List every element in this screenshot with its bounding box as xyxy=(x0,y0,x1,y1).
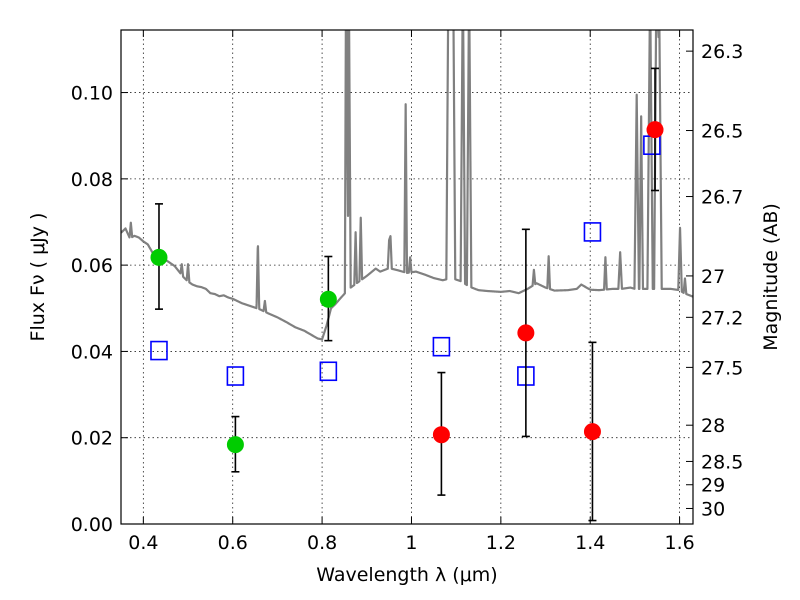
x-tick-label: 0.4 xyxy=(128,532,158,554)
y-tick-label: 0.02 xyxy=(71,428,113,450)
x-axis-title: Wavelength λ (μm) xyxy=(316,564,497,586)
magnitude-tick-label: 29 xyxy=(701,475,725,497)
y-tick-label: 0.06 xyxy=(71,255,113,277)
model-photometry-square xyxy=(226,366,245,386)
y-axis-title: Flux Fν ( μJy ) xyxy=(27,213,49,342)
magnitude-tick-label: 26.7 xyxy=(701,187,743,209)
plot-frame xyxy=(120,29,694,525)
plot-area xyxy=(121,30,693,522)
magnitude-tick-label: 27 xyxy=(701,266,725,288)
y-tick-label: 0.00 xyxy=(71,514,113,536)
magnitude-tick-label: 27.5 xyxy=(701,357,743,379)
right-y-axis-title: Magnitude (AB) xyxy=(760,203,782,351)
axes: 0.4 0.6 0.8 1 1.2 1.4 1.6 0.00 0.02 0.04 0.06 0.08 0… xyxy=(71,30,743,554)
y-tick-label: 0.10 xyxy=(71,83,113,105)
observed-photometry-point xyxy=(226,436,244,454)
model-photometry-square xyxy=(150,340,168,361)
observed-photometry-point xyxy=(150,248,168,266)
magnitude-tick-label: 28 xyxy=(701,415,725,437)
model-photometry-square xyxy=(319,361,338,382)
x-tick-label: 1.4 xyxy=(575,532,605,554)
x-tick-label: 1.6 xyxy=(664,532,694,554)
observed-photometry-point xyxy=(319,290,337,308)
observed-photometry-point xyxy=(646,121,664,139)
model-photometry-square xyxy=(432,336,451,357)
model-photometry-square xyxy=(583,222,602,242)
magnitude-tick-label: 28.5 xyxy=(701,451,743,473)
magnitude-tick-label: 27.2 xyxy=(701,307,743,329)
x-tick-label: 1.2 xyxy=(486,532,516,554)
magnitude-tick-label: 26.5 xyxy=(701,121,743,143)
x-tick-label: 0.8 xyxy=(307,532,337,554)
magnitude-tick-label: 30 xyxy=(701,498,725,520)
observed-photometry-point xyxy=(583,423,601,441)
observed-photometry-point xyxy=(432,426,450,444)
magnitude-tick-label: 26.3 xyxy=(701,41,743,63)
x-tick-label: 1 xyxy=(405,532,417,554)
y-tick-label: 0.08 xyxy=(71,169,113,191)
model-spectrum-line xyxy=(121,30,693,341)
x-tick-label: 0.6 xyxy=(218,532,248,554)
y-tick-label: 0.04 xyxy=(71,341,113,363)
observed-photometry-point xyxy=(517,324,535,342)
